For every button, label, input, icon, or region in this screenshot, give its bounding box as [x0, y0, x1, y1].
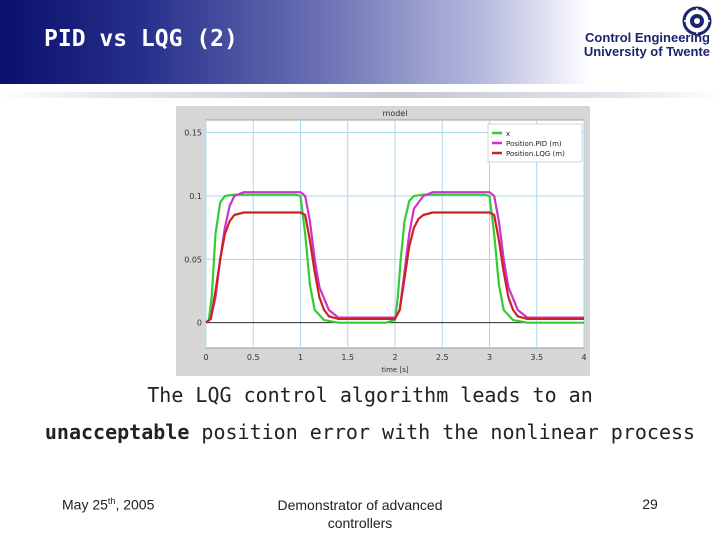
caption-line-2: unacceptable position error with the non…: [0, 420, 720, 444]
caption-line-2-rest: position error with the nonlinear proces…: [189, 420, 696, 444]
chart-title: model: [383, 109, 408, 118]
university-logo: Control Engineering University of Twente: [578, 6, 716, 59]
university-seal-icon: [682, 6, 712, 36]
slide-title: PID vs LQG (2): [44, 26, 238, 52]
footer-presentation-title: Demonstrator of advanced controllers: [277, 497, 443, 531]
footer-date-suffix: , 2005: [115, 496, 155, 513]
x-tick-label: 1: [298, 353, 303, 362]
y-tick-label: 0.15: [184, 129, 202, 138]
y-tick-label: 0.1: [189, 192, 202, 201]
caption-emphasis: unacceptable: [44, 420, 190, 444]
y-tick-label: 0: [197, 319, 202, 328]
footer-date-prefix: May 25: [62, 496, 108, 513]
x-tick-label: 4: [581, 353, 586, 362]
chart-panel: model 0 0.5 1 1.5 2 2.5 3 3.5 4 0 0.05 0.1 0.15 time […: [176, 106, 590, 376]
header-band: [0, 0, 720, 84]
logo-line-2: University of Twente: [583, 44, 710, 59]
x-tick-label: 0: [203, 353, 208, 362]
header-divider: [0, 92, 720, 98]
footer-date-ordinal: th: [107, 496, 116, 506]
series-line: [205, 193, 584, 324]
caption-line-1: The LQG control algorithm leads to an: [147, 383, 593, 407]
legend-entry: Position.LQG (m): [506, 150, 565, 158]
x-tick-label: 2.5: [436, 353, 449, 362]
series-line: [205, 211, 584, 324]
x-tick-label: 1.5: [341, 353, 354, 362]
legend-entry: Position.PID (m): [506, 140, 562, 148]
y-tick-label: 0.05: [184, 255, 202, 264]
x-tick-label: 3: [487, 353, 492, 362]
x-tick-label: 3.5: [530, 353, 543, 362]
legend-box: [487, 123, 583, 163]
chart-svg: model 0 0.5 1 1.5 2 2.5 3 3.5 4 0 0.05 0.1 0.15 time […: [184, 109, 586, 374]
x-tick-label: 0.5: [247, 353, 260, 362]
logo-line-1: Control Engineering: [585, 30, 710, 45]
footer-date: May 25th, 2005: [62, 496, 154, 513]
x-tick-label: 2: [392, 353, 397, 362]
x-axis-label: time [s]: [381, 366, 408, 374]
legend-entry: x: [506, 130, 510, 138]
series-line: [205, 191, 584, 324]
footer-page-number: 29: [642, 496, 658, 512]
